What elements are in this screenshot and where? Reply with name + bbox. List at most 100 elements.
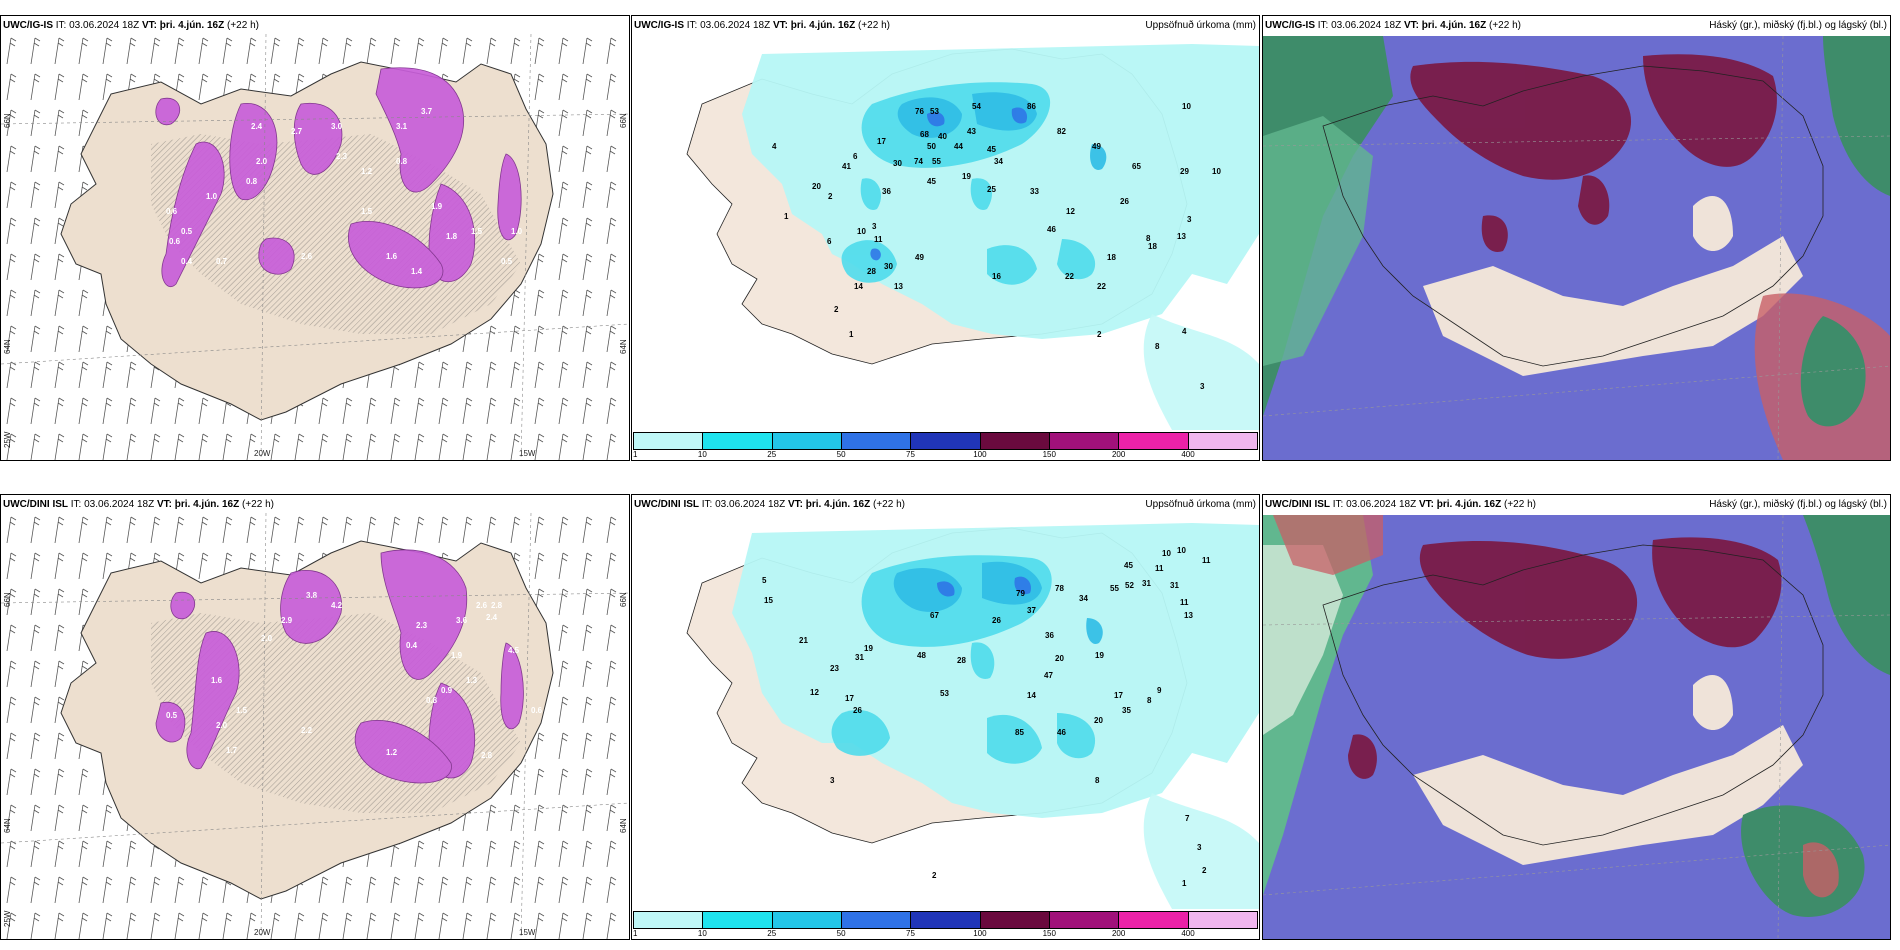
svg-text:6: 6 bbox=[853, 152, 858, 161]
svg-text:2.0: 2.0 bbox=[216, 721, 228, 730]
svg-text:20: 20 bbox=[1055, 654, 1064, 663]
land-bare bbox=[1413, 725, 1803, 865]
cloud-map bbox=[1263, 36, 1890, 460]
svg-text:11: 11 bbox=[1202, 556, 1211, 565]
svg-text:78: 78 bbox=[1055, 584, 1064, 593]
svg-text:46: 46 bbox=[1047, 225, 1056, 234]
svg-text:10: 10 bbox=[1182, 102, 1191, 111]
svg-text:2.6: 2.6 bbox=[301, 252, 313, 261]
svg-text:30: 30 bbox=[884, 262, 893, 271]
snow-panel-top: UWC/IG-IS IT: 03.06.2024 18Z VT: þri. 4.… bbox=[0, 15, 630, 461]
svg-text:36: 36 bbox=[882, 187, 891, 196]
colorbar-tick: 25 bbox=[767, 929, 777, 938]
lon-label: 20W bbox=[254, 928, 271, 937]
svg-text:41: 41 bbox=[842, 162, 851, 171]
svg-text:10: 10 bbox=[1177, 546, 1186, 555]
svg-text:1.9: 1.9 bbox=[451, 651, 463, 660]
svg-text:6: 6 bbox=[827, 237, 832, 246]
svg-text:14: 14 bbox=[1027, 691, 1036, 700]
svg-text:2.8: 2.8 bbox=[491, 601, 503, 610]
colorbar-tick: 1 bbox=[633, 450, 638, 459]
snow-blobs bbox=[155, 549, 524, 784]
colorbar-cell bbox=[1188, 433, 1257, 449]
panel-variable-title: Háský (gr.), miðský (fj.bl.) og lágský (… bbox=[1709, 499, 1887, 510]
green-ne bbox=[1823, 36, 1890, 196]
cloud-map bbox=[1263, 515, 1890, 939]
snow-value-labels: 3.7 3.1 2.7 2.4 2.0 1.9 1.5 1.2 0.8 0.5 … bbox=[166, 107, 523, 276]
graticule bbox=[1263, 515, 1890, 939]
colorbar-cell bbox=[841, 912, 912, 928]
svg-text:34: 34 bbox=[1079, 594, 1088, 603]
svg-text:12: 12 bbox=[810, 688, 819, 697]
svg-text:48: 48 bbox=[917, 651, 926, 660]
panel-header: UWC/IG-IS IT: 03.06.2024 18Z VT: þri. 4.… bbox=[1265, 20, 1521, 31]
svg-text:76: 76 bbox=[915, 107, 924, 116]
svg-text:1.7: 1.7 bbox=[226, 746, 238, 755]
svg-text:26: 26 bbox=[1120, 197, 1129, 206]
svg-text:45: 45 bbox=[927, 177, 936, 186]
svg-text:54: 54 bbox=[972, 102, 981, 111]
svg-text:13: 13 bbox=[894, 282, 903, 291]
svg-text:2: 2 bbox=[834, 305, 839, 314]
svg-text:7: 7 bbox=[1185, 814, 1190, 823]
svg-text:25: 25 bbox=[987, 185, 996, 194]
svg-text:2.3: 2.3 bbox=[416, 621, 428, 630]
svg-text:2.9: 2.9 bbox=[281, 616, 293, 625]
colorbar-tick: 400 bbox=[1181, 929, 1195, 938]
colorbar-tick: 50 bbox=[836, 450, 846, 459]
colorbar-tick: 100 bbox=[973, 450, 987, 459]
snow-map: 3.7 3.1 2.7 2.4 2.0 1.9 1.5 1.2 0.8 0.5 … bbox=[1, 34, 629, 460]
svg-text:0.5: 0.5 bbox=[181, 227, 193, 236]
svg-text:4: 4 bbox=[1182, 327, 1187, 336]
svg-text:3.1: 3.1 bbox=[396, 122, 408, 131]
svg-text:22: 22 bbox=[1097, 282, 1106, 291]
svg-text:8: 8 bbox=[1146, 234, 1151, 243]
svg-text:3: 3 bbox=[872, 222, 877, 231]
svg-text:82: 82 bbox=[1057, 127, 1066, 136]
svg-text:2: 2 bbox=[1202, 866, 1207, 875]
svg-text:40: 40 bbox=[938, 132, 947, 141]
svg-text:53: 53 bbox=[930, 107, 939, 116]
snow-panel-bottom: UWC/DINI ISL IT: 03.06.2024 18Z VT: þri.… bbox=[0, 494, 630, 940]
svg-text:20: 20 bbox=[812, 182, 821, 191]
precip-light-east bbox=[1143, 314, 1259, 430]
colorbar-cells bbox=[633, 432, 1258, 450]
precip-light-east bbox=[1143, 793, 1259, 909]
svg-text:17: 17 bbox=[845, 694, 854, 703]
svg-text:0.9: 0.9 bbox=[441, 686, 453, 695]
colorbar-cell bbox=[772, 912, 842, 928]
svg-text:14: 14 bbox=[854, 282, 863, 291]
colorbar-cell bbox=[911, 433, 981, 449]
colorbar-tick: 100 bbox=[973, 929, 987, 938]
colorbar-cell bbox=[980, 912, 1050, 928]
cloud-panel-bottom: UWC/DINI ISL IT: 03.06.2024 18Z VT: þri.… bbox=[1262, 494, 1891, 940]
svg-text:3.7: 3.7 bbox=[421, 107, 433, 116]
svg-text:68: 68 bbox=[920, 130, 929, 139]
panel-header: UWC/DINI ISL IT: 03.06.2024 18Z VT: þri.… bbox=[634, 499, 905, 510]
svg-text:20: 20 bbox=[1094, 716, 1103, 725]
svg-text:3.6: 3.6 bbox=[456, 616, 468, 625]
svg-text:31: 31 bbox=[1142, 579, 1151, 588]
svg-text:21: 21 bbox=[799, 636, 808, 645]
land-bare-east bbox=[1693, 675, 1733, 730]
svg-text:18: 18 bbox=[1107, 253, 1116, 262]
colorbar-cell bbox=[841, 433, 912, 449]
colorbar-tick: 200 bbox=[1111, 929, 1126, 938]
colorbar-cell bbox=[1049, 912, 1120, 928]
lon-label: 20W bbox=[254, 449, 271, 458]
svg-text:0.4: 0.4 bbox=[181, 257, 193, 266]
svg-text:0.6: 0.6 bbox=[166, 207, 178, 216]
colorbar-ticks: 1 10 25 50 75 100 150 200 400 bbox=[633, 450, 1258, 460]
snow-value-labels: 2.6 2.8 2.4 3.6 2.3 2.0 1.6 1.5 4.5 0.9 … bbox=[166, 591, 543, 760]
graticule bbox=[1263, 36, 1890, 460]
svg-text:13: 13 bbox=[1184, 611, 1193, 620]
colorbar-cell bbox=[911, 912, 981, 928]
svg-text:2.6: 2.6 bbox=[476, 601, 488, 610]
svg-text:0.6: 0.6 bbox=[531, 706, 543, 715]
svg-text:49: 49 bbox=[1092, 142, 1101, 151]
colorbar-tick: 150 bbox=[1042, 450, 1056, 459]
svg-text:0.5: 0.5 bbox=[501, 257, 513, 266]
land-bare bbox=[1423, 236, 1803, 376]
svg-text:46: 46 bbox=[1057, 728, 1066, 737]
svg-text:47: 47 bbox=[1044, 671, 1053, 680]
